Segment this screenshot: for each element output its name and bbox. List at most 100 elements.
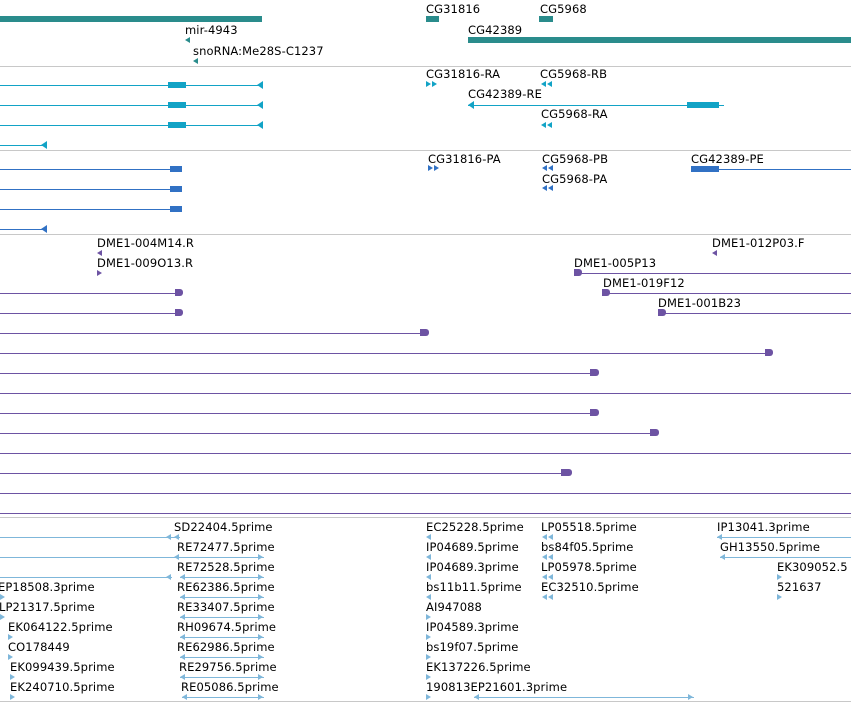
- est-line[interactable]: [180, 637, 264, 638]
- est-label[interactable]: EP18508.3prime: [0, 580, 95, 594]
- clone-line[interactable]: [0, 493, 851, 494]
- gene-feature-cg31816[interactable]: [426, 16, 439, 22]
- clone-line[interactable]: [0, 333, 426, 334]
- transcript-exon[interactable]: [168, 82, 186, 88]
- est-feature[interactable]: [542, 554, 547, 560]
- est-line[interactable]: [182, 697, 264, 698]
- clone-dme1-019f12-line[interactable]: [606, 293, 851, 294]
- est-feature[interactable]: [777, 574, 782, 580]
- est-line[interactable]: [0, 577, 172, 578]
- protein-label[interactable]: CG5968-PB: [542, 152, 609, 166]
- est-label[interactable]: IP04589.3prime: [426, 620, 519, 634]
- transcript-exon[interactable]: [168, 102, 186, 108]
- est-feature[interactable]: [542, 594, 547, 600]
- est-line[interactable]: [474, 697, 694, 698]
- clone-label[interactable]: DME1-009O13.R: [97, 256, 194, 270]
- est-feature[interactable]: [548, 594, 553, 600]
- est-label[interactable]: EK240710.5prime: [10, 680, 115, 694]
- transcript-line[interactable]: [0, 85, 262, 86]
- clone-line[interactable]: [0, 313, 180, 314]
- est-label[interactable]: RE05086.5prime: [181, 680, 279, 694]
- transcript-cg5968-ra[interactable]: [541, 122, 553, 130]
- est-feature[interactable]: [548, 574, 553, 580]
- transcript-line[interactable]: [0, 145, 46, 146]
- protein-label[interactable]: CG42389-PE: [691, 152, 764, 166]
- clone-line[interactable]: [0, 413, 596, 414]
- est-feature[interactable]: [0, 614, 5, 620]
- clone-dme1-001b23-line[interactable]: [661, 313, 851, 314]
- est-feature[interactable]: [542, 534, 547, 540]
- clone-line[interactable]: [0, 513, 851, 514]
- gene-label[interactable]: snoRNA:Me28S-C1237: [193, 44, 324, 58]
- protein-line[interactable]: [0, 189, 180, 190]
- est-feature[interactable]: [8, 654, 13, 660]
- transcript-cg42389-re-line[interactable]: [468, 105, 724, 106]
- protein-line[interactable]: [0, 229, 46, 230]
- est-label[interactable]: IP04689.5prime: [426, 540, 519, 554]
- est-line[interactable]: [180, 577, 264, 578]
- transcript-exon[interactable]: [687, 102, 719, 108]
- clone-line[interactable]: [0, 373, 596, 374]
- est-feature[interactable]: [426, 614, 431, 620]
- protein-cg5968-pb[interactable]: [542, 165, 554, 173]
- est-feature[interactable]: [0, 594, 5, 600]
- clone-line[interactable]: [0, 453, 851, 454]
- est-line[interactable]: [720, 557, 851, 558]
- est-label[interactable]: EK064122.5prime: [8, 620, 113, 634]
- protein-label[interactable]: CG31816-PA: [428, 152, 501, 166]
- gene-label[interactable]: mir-4943: [185, 23, 238, 37]
- protein-line[interactable]: [0, 209, 180, 210]
- gene-label[interactable]: CG31816: [426, 2, 481, 16]
- est-label[interactable]: RE62986.5prime: [177, 640, 275, 654]
- clone-line[interactable]: [0, 393, 851, 394]
- transcript-line[interactable]: [0, 125, 262, 126]
- est-feature[interactable]: [426, 694, 431, 700]
- gene-feature-left[interactable]: [0, 16, 262, 22]
- clone-dme1-012p03[interactable]: [712, 250, 717, 256]
- gene-label[interactable]: CG42389: [468, 23, 523, 37]
- gene-feature-cg42389[interactable]: [468, 37, 851, 43]
- est-label[interactable]: RH09674.5prime: [177, 620, 277, 634]
- protein-cg42389-pe-line[interactable]: [719, 169, 851, 170]
- est-label[interactable]: bs11b11.5prime: [426, 580, 522, 594]
- clone-line[interactable]: [0, 353, 770, 354]
- transcript-cg31816-ra[interactable]: [426, 81, 438, 89]
- transcript-label[interactable]: CG5968-RA: [541, 107, 608, 121]
- est-label[interactable]: SD22404.5prime: [174, 520, 273, 534]
- est-label[interactable]: LP21317.5prime: [0, 600, 95, 614]
- est-label[interactable]: 190813EP21601.3prime: [426, 680, 568, 694]
- est-label[interactable]: EK099439.5prime: [10, 660, 115, 674]
- est-line[interactable]: [180, 617, 264, 618]
- est-feature[interactable]: [542, 574, 547, 580]
- gene-feature-cg5968[interactable]: [539, 16, 553, 22]
- transcript-cg5968-rb[interactable]: [541, 81, 553, 89]
- est-feature[interactable]: [10, 674, 15, 680]
- est-label[interactable]: AI947088: [426, 600, 482, 614]
- est-feature[interactable]: [426, 654, 431, 660]
- est-label[interactable]: LP05978.5prime: [541, 560, 637, 574]
- est-label[interactable]: EK137226.5prime: [426, 660, 531, 674]
- est-feature[interactable]: [548, 554, 553, 560]
- est-label[interactable]: RE62386.5prime: [177, 580, 275, 594]
- clone-label[interactable]: DME1-004M14.R: [97, 236, 194, 250]
- est-feature[interactable]: [426, 594, 431, 600]
- protein-block[interactable]: [170, 206, 182, 212]
- clone-label[interactable]: DME1-001B23: [658, 296, 742, 310]
- clone-label[interactable]: DME1-012P03.F: [712, 236, 805, 250]
- transcript-label[interactable]: CG42389-RE: [468, 87, 542, 101]
- est-label[interactable]: IP13041.3prime: [717, 520, 810, 534]
- est-label[interactable]: RE72528.5prime: [177, 560, 275, 574]
- est-label[interactable]: GH13550.5prime: [720, 540, 821, 554]
- est-label[interactable]: bs84f05.5prime: [541, 540, 634, 554]
- est-feature[interactable]: [548, 534, 553, 540]
- protein-block[interactable]: [170, 166, 182, 172]
- clone-dme1-005p13-line[interactable]: [578, 273, 851, 274]
- gene-feature-mir-4943[interactable]: [185, 37, 190, 43]
- transcript-line[interactable]: [0, 105, 262, 106]
- transcript-label[interactable]: CG5968-RB: [540, 67, 608, 81]
- protein-cg42389-pe-block[interactable]: [691, 166, 719, 172]
- clone-dme1-004m14[interactable]: [97, 250, 102, 256]
- est-label[interactable]: LP05518.5prime: [541, 520, 637, 534]
- est-feature[interactable]: [8, 634, 13, 640]
- gene-label[interactable]: CG5968: [540, 2, 587, 16]
